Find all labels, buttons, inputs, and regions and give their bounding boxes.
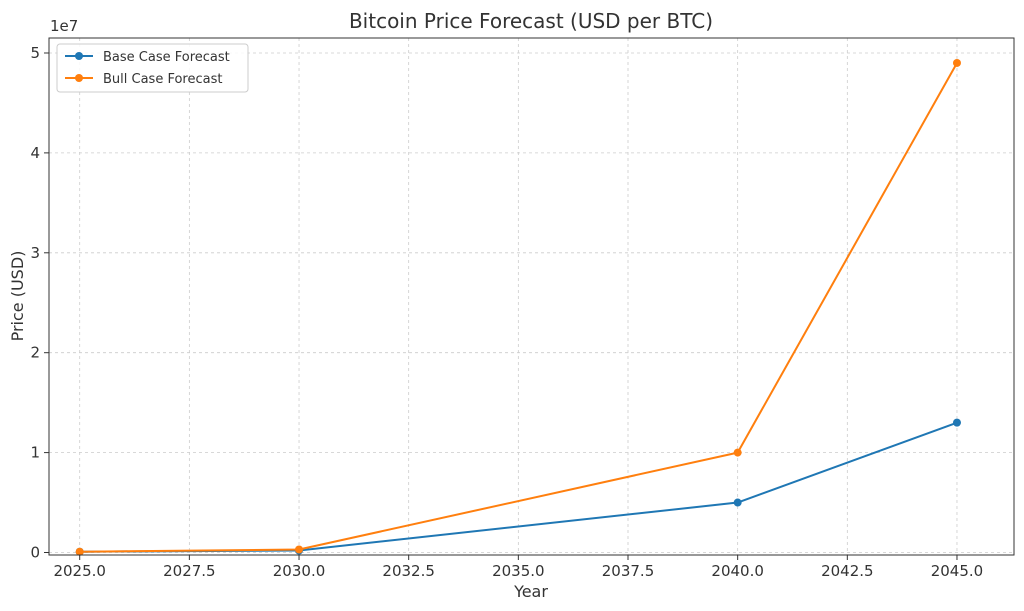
legend-label: Bull Case Forecast (103, 72, 222, 87)
plot-frame (48, 37, 1015, 556)
legend-box (56, 43, 249, 93)
x-tick-label: 2037.5 (602, 562, 655, 580)
legend: Base Case Forecast Bull Case Forecast (56, 43, 249, 93)
legend-item-bull: Bull Case Forecast (65, 72, 222, 87)
series-bull (75, 58, 961, 556)
x-tick-label: 2042.5 (821, 562, 874, 580)
legend-swatch-marker (75, 74, 83, 82)
y-tick-label: 5 (30, 44, 40, 62)
grid-lines (49, 38, 1014, 555)
y-axis-label: Price (USD) (8, 251, 27, 342)
series-bull-point (75, 547, 84, 556)
series-bull-point (952, 58, 961, 67)
y-axis-offset-label: 1e7 (50, 17, 78, 35)
x-axis-label: Year (513, 582, 548, 601)
x-tick-label: 2027.5 (163, 562, 216, 580)
series-base-point (733, 498, 742, 507)
x-tick-label: 2032.5 (382, 562, 435, 580)
series-group (75, 58, 961, 556)
y-tick-label: 2 (30, 344, 40, 362)
y-axis: 0 1 2 3 4 5 (30, 44, 49, 562)
series-base-point (952, 418, 961, 427)
legend-label: Base Case Forecast (103, 50, 230, 65)
y-tick-label: 0 (30, 544, 40, 562)
y-tick-label: 1 (30, 444, 40, 462)
x-tick-label: 2035.0 (492, 562, 545, 580)
y-tick-label: 4 (30, 144, 40, 162)
x-tick-label: 2040.0 (711, 562, 764, 580)
x-tick-label: 2030.0 (273, 562, 326, 580)
chart-title: Bitcoin Price Forecast (USD per BTC) (349, 9, 713, 33)
y-tick-label: 3 (30, 244, 40, 262)
legend-swatch-marker (75, 52, 83, 60)
x-tick-label: 2045.0 (931, 562, 984, 580)
x-tick-label: 2025.0 (53, 562, 106, 580)
series-bull-line (79, 62, 958, 553)
x-axis: 2025.0 2027.5 2030.0 2032.5 2035.0 2037.5 2040… (53, 555, 983, 580)
series-base (75, 418, 961, 556)
series-bull-point (733, 448, 742, 457)
series-bull-point (295, 545, 304, 554)
legend-item-base: Base Case Forecast (65, 50, 230, 65)
